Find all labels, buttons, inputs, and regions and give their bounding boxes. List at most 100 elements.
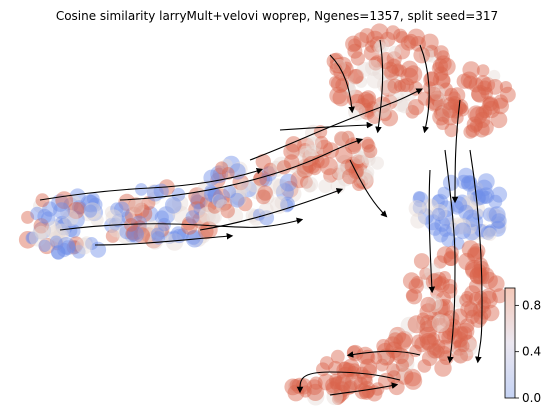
scatter-point bbox=[256, 189, 271, 205]
scatter-point bbox=[168, 230, 180, 243]
scatter-point bbox=[420, 296, 437, 313]
scatter-point bbox=[454, 222, 472, 240]
scatter-point bbox=[227, 208, 244, 224]
scatter-point bbox=[463, 124, 478, 139]
scatter-point bbox=[443, 250, 460, 266]
scatter-point bbox=[104, 205, 118, 219]
scatter-point bbox=[276, 160, 292, 175]
scatter-point bbox=[229, 190, 247, 208]
scatter-point bbox=[85, 203, 104, 222]
scatter-point bbox=[449, 87, 466, 104]
scatter-point bbox=[203, 169, 220, 186]
scatter-point bbox=[40, 238, 54, 252]
scatter-point bbox=[356, 61, 372, 77]
scatter-point bbox=[467, 247, 482, 262]
scatter-point bbox=[454, 337, 467, 351]
scatter-point bbox=[427, 87, 442, 101]
scatter-point bbox=[348, 103, 366, 121]
scatter-point bbox=[377, 348, 395, 366]
scatter-point bbox=[332, 165, 346, 180]
scatter-point bbox=[332, 167, 345, 181]
scatter-point bbox=[432, 346, 445, 359]
scatter-point bbox=[394, 64, 407, 78]
scatter-point bbox=[453, 339, 468, 353]
scatter-point bbox=[413, 46, 431, 64]
scatter-point bbox=[21, 210, 35, 224]
scatter-point bbox=[26, 231, 39, 244]
scatter-point bbox=[492, 216, 506, 229]
scatter-point bbox=[406, 288, 423, 305]
scatter-point bbox=[157, 228, 170, 242]
scatter-point bbox=[477, 173, 495, 191]
scatter-point bbox=[444, 123, 459, 138]
scatter-point bbox=[408, 81, 423, 96]
scatter-point bbox=[413, 253, 430, 269]
scatter-point bbox=[303, 180, 316, 193]
scatter-point bbox=[193, 203, 206, 216]
scatter-point bbox=[425, 273, 443, 291]
scatter-point bbox=[125, 226, 139, 240]
scatter-point bbox=[397, 78, 411, 93]
scatter-point bbox=[249, 182, 266, 200]
scatter-point bbox=[42, 201, 58, 217]
scatter-point bbox=[55, 215, 70, 231]
scatter-point bbox=[351, 150, 366, 165]
scatter-point bbox=[338, 161, 354, 177]
scatter-point bbox=[361, 385, 375, 398]
scatter-point bbox=[240, 180, 257, 198]
scatter-point bbox=[343, 358, 360, 375]
scatter-point bbox=[492, 288, 508, 304]
scatter-point bbox=[222, 155, 241, 174]
scatter-point bbox=[463, 221, 477, 235]
scatter-point bbox=[491, 213, 507, 229]
colorbar-tick-label: 0.4 bbox=[522, 345, 541, 359]
scatter-point bbox=[444, 87, 459, 102]
scatter-point bbox=[419, 314, 437, 333]
scatter-point bbox=[477, 305, 492, 320]
scatter-point bbox=[434, 105, 451, 122]
scatter-point bbox=[18, 231, 37, 249]
scatter-point bbox=[57, 242, 72, 258]
scatter-point bbox=[378, 108, 392, 122]
scatter-point bbox=[461, 196, 478, 213]
scatter-point bbox=[237, 178, 252, 193]
scatter-point bbox=[474, 290, 488, 305]
scatter-point bbox=[452, 347, 469, 363]
scatter-point bbox=[431, 193, 449, 211]
scatter-point bbox=[389, 326, 407, 345]
scatter-point bbox=[391, 346, 406, 361]
streamline bbox=[199, 188, 344, 231]
scatter-point bbox=[135, 183, 148, 196]
scatter-point bbox=[478, 104, 493, 119]
scatter-point bbox=[395, 31, 409, 44]
scatter-point bbox=[347, 43, 363, 59]
scatter-point bbox=[464, 259, 483, 278]
scatter-point bbox=[435, 291, 451, 307]
scatter-point bbox=[443, 97, 456, 111]
scatter-point bbox=[319, 356, 334, 370]
scatter-point bbox=[394, 80, 406, 92]
scatter-point bbox=[34, 225, 48, 239]
scatter-point bbox=[350, 51, 365, 66]
scatter-point bbox=[407, 99, 425, 116]
scatter-point bbox=[290, 170, 309, 189]
scatter-point bbox=[68, 236, 84, 252]
scatter-point bbox=[53, 217, 67, 231]
scatter-point bbox=[461, 290, 474, 303]
scatter-point bbox=[217, 196, 233, 211]
scatter-point bbox=[90, 241, 107, 258]
scatter-point bbox=[73, 201, 87, 215]
scatter-point bbox=[421, 198, 439, 216]
scatter-point bbox=[458, 252, 476, 271]
scatter-point bbox=[49, 235, 63, 249]
streamline bbox=[249, 88, 423, 161]
scatter-point bbox=[474, 111, 491, 129]
scatter-point bbox=[114, 208, 132, 226]
scatter-point bbox=[302, 156, 321, 174]
scatter-point bbox=[55, 218, 73, 236]
scatter-point bbox=[40, 211, 56, 226]
scatter-point bbox=[361, 138, 376, 153]
scatter-point bbox=[400, 83, 418, 101]
scatter-point bbox=[133, 227, 150, 244]
